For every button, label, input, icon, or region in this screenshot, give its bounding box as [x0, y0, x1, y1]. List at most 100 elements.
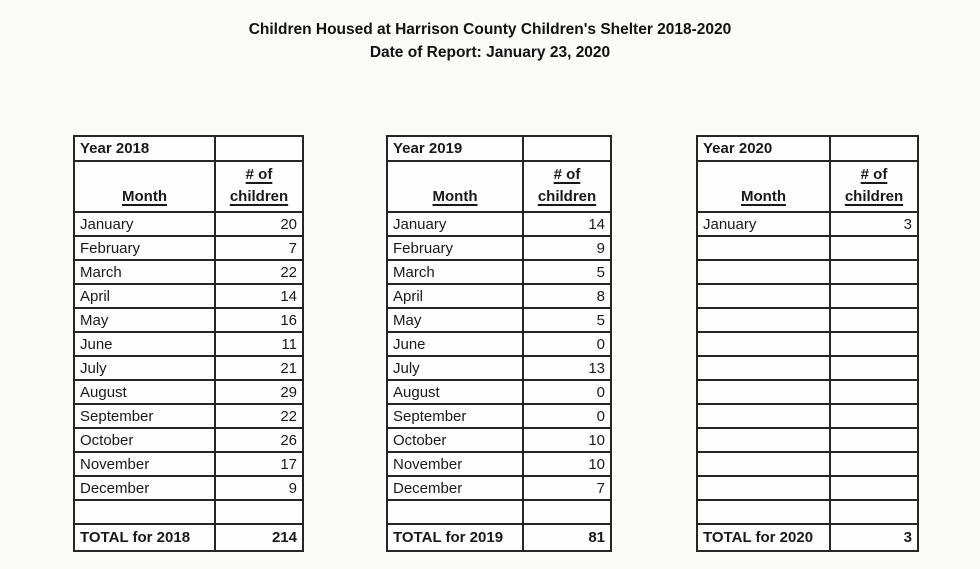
children-count-cell: 16 [214, 307, 304, 333]
year-header-row: Year 2019 [386, 135, 612, 162]
children-count-cell: 20 [214, 211, 304, 237]
children-count-cell [214, 499, 304, 525]
month-cell [696, 379, 831, 405]
table-row [696, 331, 919, 357]
month-cell [696, 451, 831, 477]
children-header-line1: # of [553, 166, 581, 183]
table-row [696, 451, 919, 477]
total-label: TOTAL for 2019 [386, 523, 524, 552]
month-cell [696, 499, 831, 525]
month-cell: April [73, 283, 216, 309]
table-row: August 0 [386, 379, 612, 405]
month-cell [696, 403, 831, 429]
table-row: January 3 [696, 211, 919, 237]
month-cell: March [73, 259, 216, 285]
table-row [696, 403, 919, 429]
table-row [696, 427, 919, 453]
report-header: Children Housed at Harrison County Child… [0, 18, 980, 64]
children-count-cell [829, 427, 919, 453]
table-row: December 7 [386, 475, 612, 501]
children-column-header: # of children [829, 160, 919, 213]
year-header-row: Year 2018 [73, 135, 304, 162]
table-row [696, 355, 919, 381]
table-row [696, 283, 919, 309]
total-row: TOTAL for 2020 3 [696, 523, 919, 552]
table-row: April 8 [386, 283, 612, 309]
month-cell: June [386, 331, 524, 357]
children-count-cell: 7 [522, 475, 612, 501]
month-cell: May [386, 307, 524, 333]
year-label: Year 2020 [696, 135, 831, 162]
month-header-label: Month [432, 188, 478, 205]
month-cell: January [696, 211, 831, 237]
table-row: November 17 [73, 451, 304, 477]
children-header-line2: children [229, 188, 289, 205]
children-header-line2: children [844, 188, 904, 205]
month-cell: October [386, 427, 524, 453]
month-cell [696, 235, 831, 261]
table-row: June 0 [386, 331, 612, 357]
month-cell: February [386, 235, 524, 261]
month-header-label: Month [741, 188, 786, 205]
children-header-line1: # of [860, 166, 888, 183]
table-row [73, 499, 304, 525]
children-count-cell [829, 451, 919, 477]
year-empty-cell [522, 135, 612, 162]
table-row: October 10 [386, 427, 612, 453]
table-row: January 20 [73, 211, 304, 237]
month-cell [696, 283, 831, 309]
column-header-row: Month # of children [73, 160, 304, 213]
total-value: 81 [522, 523, 612, 552]
table-row: February 9 [386, 235, 612, 261]
table-row [386, 499, 612, 525]
children-count-cell [829, 379, 919, 405]
table-row: August 29 [73, 379, 304, 405]
table-row: January 14 [386, 211, 612, 237]
children-count-cell [829, 283, 919, 309]
month-cell: October [73, 427, 216, 453]
month-rows-2020: January 3 [696, 211, 919, 525]
month-rows-2018: January 20 February 7 March 22 April 14 May 16 Jun… [73, 211, 304, 525]
month-cell [73, 499, 216, 525]
table-row: July 21 [73, 355, 304, 381]
month-cell: June [73, 331, 216, 357]
table-row [696, 379, 919, 405]
month-cell [696, 475, 831, 501]
children-column-header: # of children [522, 160, 612, 213]
month-cell: March [386, 259, 524, 285]
month-cell: September [73, 403, 216, 429]
table-row: March 22 [73, 259, 304, 285]
month-cell: November [386, 451, 524, 477]
page-title: Children Housed at Harrison County Child… [248, 21, 732, 38]
children-count-cell: 0 [522, 331, 612, 357]
children-count-cell [829, 259, 919, 285]
table-row: May 5 [386, 307, 612, 333]
month-cell: January [73, 211, 216, 237]
children-count-cell [522, 499, 612, 525]
year-label: Year 2018 [73, 135, 216, 162]
month-cell: December [386, 475, 524, 501]
children-column-header: # of children [214, 160, 304, 213]
table-row [696, 499, 919, 525]
table-row: May 16 [73, 307, 304, 333]
total-value: 3 [829, 523, 919, 552]
children-count-cell [829, 307, 919, 333]
children-count-cell [829, 355, 919, 381]
month-cell [696, 331, 831, 357]
children-count-cell: 7 [214, 235, 304, 261]
month-cell [386, 499, 524, 525]
month-cell: August [73, 379, 216, 405]
year-empty-cell [829, 135, 919, 162]
table-year-2020: Year 2020 Month # of children January 3 TO… [696, 135, 919, 552]
children-header-line2: children [537, 188, 597, 205]
children-count-cell: 21 [214, 355, 304, 381]
table-row [696, 235, 919, 261]
table-row: April 14 [73, 283, 304, 309]
children-count-cell [829, 475, 919, 501]
table-row: June 11 [73, 331, 304, 357]
month-rows-2019: January 14 February 9 March 5 April 8 May 5 June 0 J… [386, 211, 612, 525]
children-count-cell: 3 [829, 211, 919, 237]
month-cell [696, 259, 831, 285]
children-count-cell: 11 [214, 331, 304, 357]
